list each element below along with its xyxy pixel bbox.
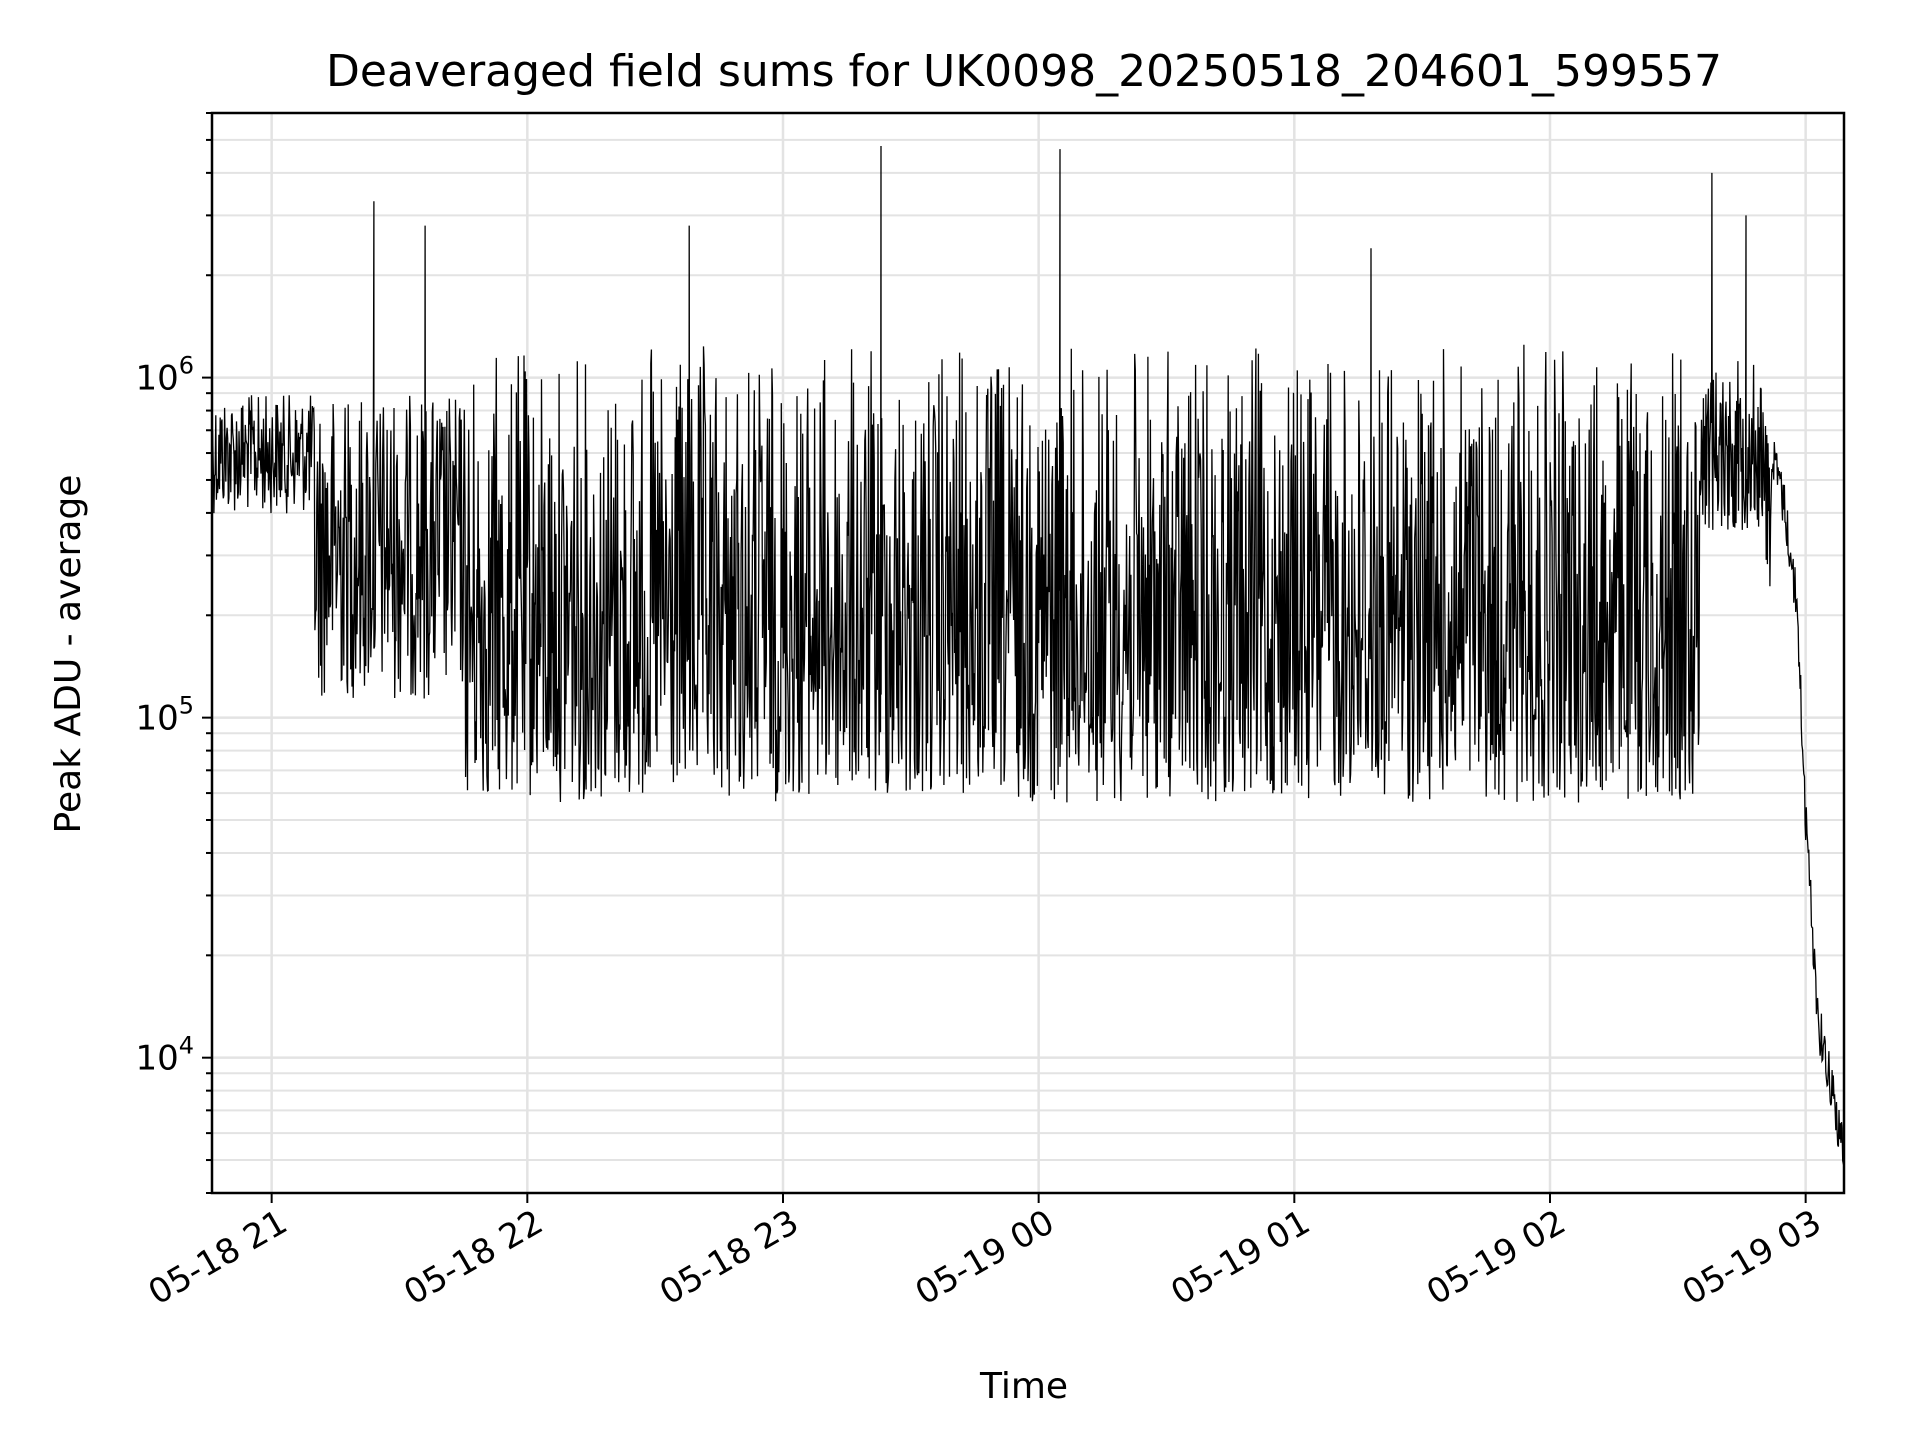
plot-frame xyxy=(210,111,1846,1195)
x-axis-title: Time xyxy=(979,1366,1068,1407)
y-tick-label: 104 xyxy=(135,1032,194,1079)
series-line xyxy=(211,145,1845,1165)
y-tick-label: 106 xyxy=(135,352,194,399)
chart-title: Deaveraged field sums for UK0098_2025051… xyxy=(326,46,1722,97)
y-tick-label: 105 xyxy=(135,692,194,739)
data-layer xyxy=(211,145,1845,1165)
y-axis-title: Peak ADU - average xyxy=(48,475,89,834)
